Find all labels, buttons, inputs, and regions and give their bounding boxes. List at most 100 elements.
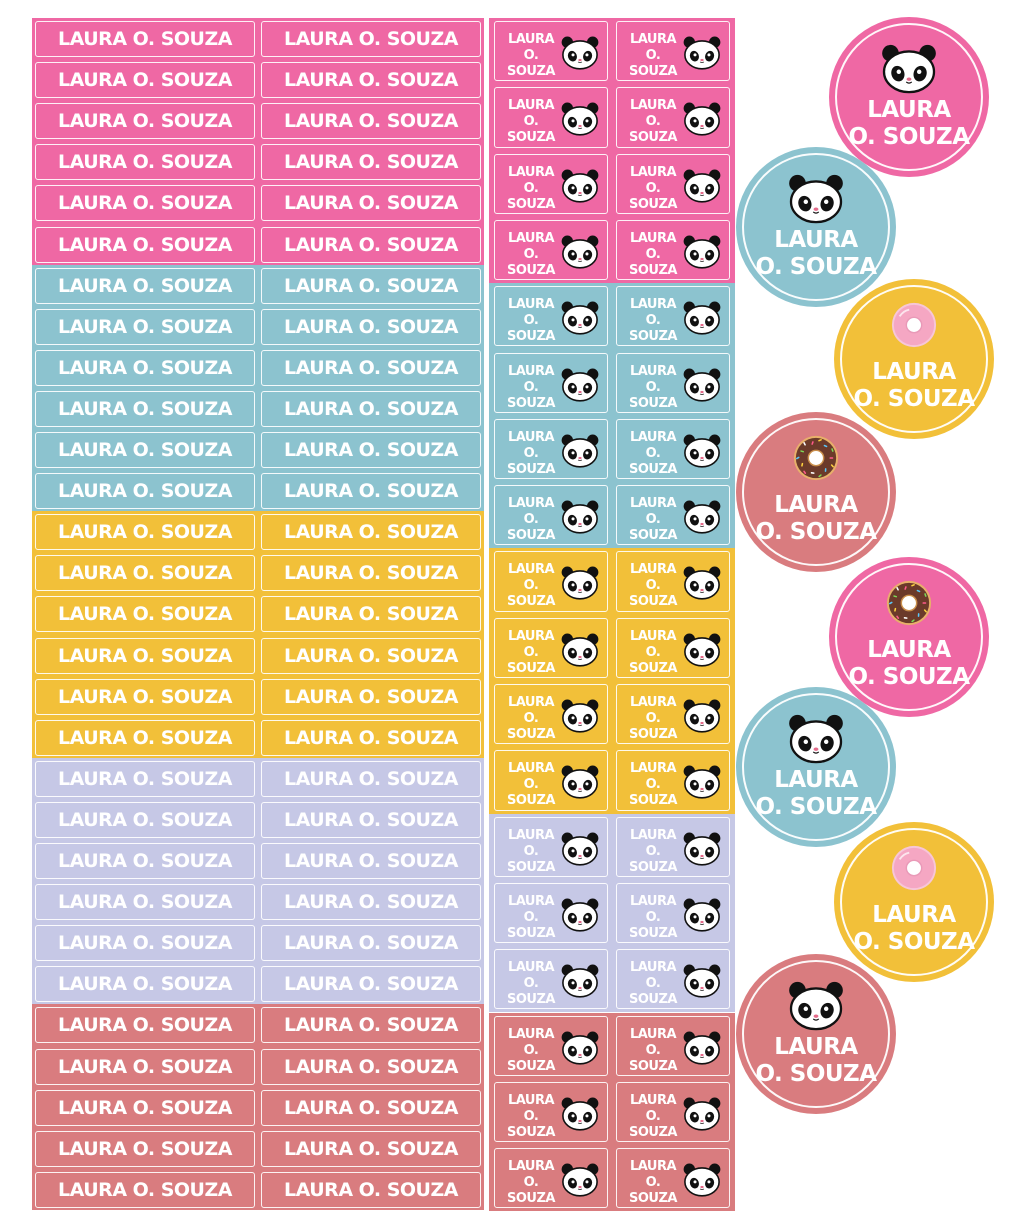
round-label-border	[742, 153, 890, 301]
round-label-border	[742, 418, 890, 566]
square-label: LAURA O. SOUZA	[616, 816, 730, 877]
round-label-line2: O. SOUZA	[755, 519, 877, 545]
panda-icon	[683, 300, 721, 336]
rectangle-group-background	[32, 1004, 484, 1210]
name-label: LAURA O. SOUZA	[261, 432, 481, 469]
name-label: LAURA O. SOUZA	[35, 760, 255, 797]
square-label: LAURA O. SOUZA	[616, 1015, 730, 1076]
round-label-line2: O. SOUZA	[853, 386, 975, 412]
donut	[793, 435, 839, 481]
square-label-text: LAURA O. SOUZA	[501, 1159, 561, 1207]
square-label-line2: O. SOUZA	[507, 1108, 555, 1140]
square-label-line2: O. SOUZA	[507, 843, 555, 875]
name-label: LAURA O. SOUZA	[261, 966, 481, 1003]
square-label-line2: O. SOUZA	[629, 1108, 677, 1140]
square-label-text: LAURA O. SOUZA	[501, 629, 561, 677]
name-label: LAURA O. SOUZA	[35, 1089, 255, 1126]
round-label-line1: LAURA	[774, 492, 858, 518]
square-label-line2: O. SOUZA	[629, 313, 677, 345]
name-label: LAURA O. SOUZA	[261, 801, 481, 838]
square-label-line1: LAURA	[629, 960, 677, 976]
panda-face	[561, 699, 599, 733]
panda-icon	[561, 499, 599, 535]
square-label: LAURA O. SOUZA	[494, 1148, 608, 1209]
name-label: LAURA O. SOUZA	[35, 555, 255, 592]
square-label: LAURA O. SOUZA	[494, 153, 608, 214]
panda-face	[683, 898, 721, 932]
square-label-line2: O. SOUZA	[629, 114, 677, 146]
square-label: LAURA O. SOUZA	[494, 21, 608, 82]
square-label-text: LAURA O. SOUZA	[501, 430, 561, 478]
round-label-line1: LAURA	[867, 637, 951, 663]
square-label-text: LAURA O. SOUZA	[501, 695, 561, 743]
square-label-text: LAURA O. SOUZA	[501, 364, 561, 412]
square-label-line1: LAURA	[507, 562, 555, 578]
pink-donut-icon	[890, 301, 938, 353]
name-label: LAURA O. SOUZA	[261, 1130, 481, 1167]
panda-face	[683, 566, 721, 601]
round-label: LAURA O. SOUZA	[736, 954, 896, 1114]
name-label: LAURA O. SOUZA	[35, 514, 255, 551]
square-label-line1: LAURA	[629, 761, 677, 777]
square-label-text: LAURA O. SOUZA	[623, 1093, 683, 1141]
round-label-line1: LAURA	[774, 227, 858, 253]
panda-face	[561, 633, 599, 667]
square-label-line2: O. SOUZA	[507, 512, 555, 544]
panda-icon	[881, 44, 937, 98]
panda-icon	[683, 764, 721, 800]
square-label-text: LAURA O. SOUZA	[623, 297, 683, 345]
name-label: LAURA O. SOUZA	[35, 144, 255, 181]
round-label-line2: O. SOUZA	[848, 664, 970, 690]
panda-icon	[561, 101, 599, 137]
name-label: LAURA O. SOUZA	[261, 1089, 481, 1126]
square-label: LAURA O. SOUZA	[494, 684, 608, 745]
square-label-line1: LAURA	[629, 628, 677, 644]
square-label-text: LAURA O. SOUZA	[501, 960, 561, 1008]
name-label: LAURA O. SOUZA	[35, 62, 255, 99]
square-label-text: LAURA O. SOUZA	[501, 894, 561, 942]
rectangle-group-background	[32, 511, 484, 758]
square-label-text: LAURA O. SOUZA	[623, 98, 683, 146]
name-label: LAURA O. SOUZA	[35, 637, 255, 674]
square-label-line1: LAURA	[629, 893, 677, 909]
square-label-line2: O. SOUZA	[507, 1175, 555, 1207]
square-label: LAURA O. SOUZA	[616, 617, 730, 678]
name-label: LAURA O. SOUZA	[261, 349, 481, 386]
panda-icon	[683, 897, 721, 933]
square-label-text: LAURA O. SOUZA	[501, 98, 561, 146]
name-label: LAURA O. SOUZA	[35, 473, 255, 510]
square-label-line1: LAURA	[507, 363, 555, 379]
panda-face	[683, 368, 721, 402]
square-label-text: LAURA O. SOUZA	[623, 828, 683, 876]
square-label-line1: LAURA	[507, 98, 555, 114]
panda-face	[561, 102, 599, 136]
square-label: LAURA O. SOUZA	[616, 87, 730, 148]
square-label-line1: LAURA	[629, 32, 677, 47]
square-label-line2: O. SOUZA	[629, 1175, 677, 1207]
square-label-line2: O. SOUZA	[629, 777, 677, 809]
panda-icon	[683, 101, 721, 137]
panda-face	[683, 765, 721, 799]
square-label: LAURA O. SOUZA	[494, 882, 608, 944]
round-label-line2: O. SOUZA	[755, 794, 877, 820]
round-label-text: LAURA O. SOUZA	[736, 492, 896, 546]
name-label: LAURA O. SOUZA	[35, 432, 255, 469]
square-label-line1: LAURA	[507, 230, 555, 246]
round-label-border	[835, 563, 983, 711]
name-label: LAURA O. SOUZA	[261, 21, 481, 58]
chocolate-donut-icon	[885, 579, 933, 631]
panda-icon	[683, 632, 721, 668]
panda-face	[561, 434, 599, 468]
square-label-line2: O. SOUZA	[507, 909, 555, 941]
square-label-line1: LAURA	[507, 32, 555, 47]
panda-face	[683, 434, 721, 468]
panda-face	[683, 699, 721, 733]
round-label-line1: LAURA	[774, 767, 858, 793]
panda-icon	[683, 234, 721, 270]
round-label-text: LAURA O. SOUZA	[736, 1034, 896, 1088]
panda-icon	[683, 1162, 721, 1198]
round-label: LAURA O. SOUZA	[736, 687, 896, 847]
square-label-line2: O. SOUZA	[507, 114, 555, 146]
round-label: LAURA O. SOUZA	[834, 279, 994, 439]
